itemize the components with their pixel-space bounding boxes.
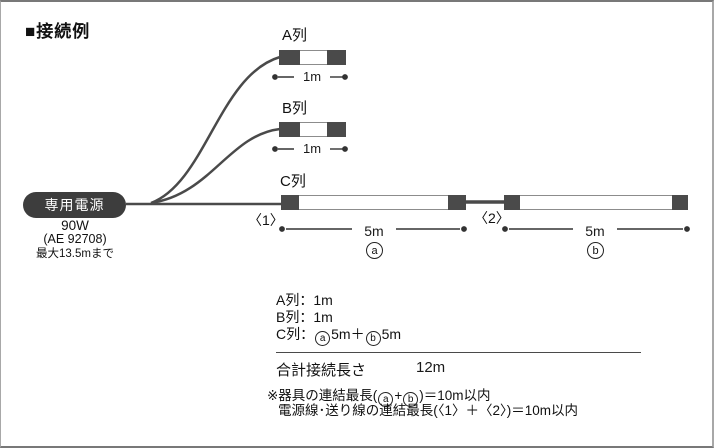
power-max-run: 最大13.5mまで [36,248,114,260]
summary-row-a: A列：1m [276,292,333,308]
summary-divider [276,352,641,353]
fixture-endcap [448,195,466,210]
segment-b-tag: b [587,242,604,259]
segment-b-dimension: 5m [573,223,617,239]
power-wire-to-row-b [150,127,281,205]
segment-b-tag-inline: b [403,392,419,407]
feed-wire-1-label: 〈1〉 [248,212,284,228]
note1-prefix: ※器具の連結最長( [267,388,378,403]
power-wattage: 90W [61,218,89,233]
power-supply-badge: 専用電源 [23,192,126,218]
summary-row-c: C列： a 5m＋ b 5m [276,324,401,346]
note-fixture-max: ※器具の連結最長(a + b)＝10m以内 [267,384,490,407]
fixture-endcap [327,122,346,137]
total-length-label: 合計接続長さ [276,362,367,379]
note1-suffix: )＝10m以内 [419,388,491,403]
fixture-endcap [279,50,300,65]
note-wire-max: 電源線･送り線の連結最長(〈1〉＋〈2〉)＝10m以内 [278,403,579,418]
row-c-fixture-bar-b [504,195,688,210]
fixture-endcap [672,195,688,210]
power-wire-to-row-a [150,55,281,205]
fixture-endcap [504,195,520,210]
page-title: ■接続例 [25,22,91,41]
row-b-label: B列 [282,100,308,117]
segment-a-tag-inline: a [315,331,331,346]
summary-row-c-suffix: 5m [381,326,402,342]
row-b-dimension: 1m [294,141,330,156]
summary-row-c-mid: 5m＋ [331,326,365,342]
row-c-label: C列 [280,173,306,190]
row-a-dimension: 1m [294,69,330,84]
total-length-value: 12m [416,359,446,376]
segment-a-tag-inline: a [378,392,394,407]
summary-row-b: B列：1m [276,309,333,325]
segment-b-tag-inline: b [365,331,381,346]
power-model-number: (AE 92708) [43,232,107,246]
segment-a-dimension: 5m [352,223,396,239]
row-a-label: A列 [282,27,308,44]
fixture-endcap [279,122,300,137]
fixture-endcap [327,50,346,65]
summary-row-c-prefix: C列： [276,326,315,342]
feed-wire-2-label: 〈2〉 [474,210,510,226]
fixture-endcap [281,195,299,210]
segment-a-tag: a [366,242,383,259]
row-c-fixture-bar-a [281,195,466,210]
row-b-fixture-bar [279,122,346,137]
note1-plus: + [394,388,403,403]
row-a-fixture-bar [279,50,346,65]
